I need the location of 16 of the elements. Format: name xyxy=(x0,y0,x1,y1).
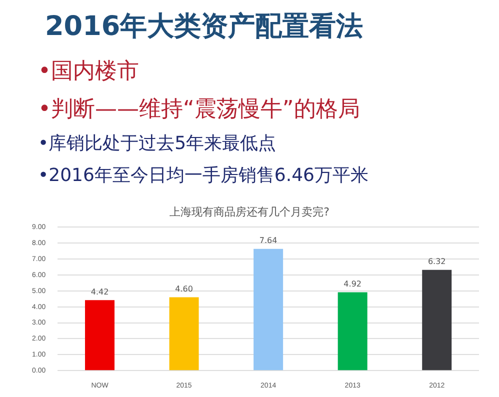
data-label: 4.60 xyxy=(175,284,193,294)
text: •2016年至今日均一手房销售6.46万平米 xyxy=(38,164,369,187)
bar xyxy=(169,297,199,370)
data-label: 6.32 xyxy=(428,256,446,266)
text: 2016年大类资产配置看法 xyxy=(45,10,364,44)
bar xyxy=(85,300,115,370)
text: •库销比处于过去5年来最低点 xyxy=(38,132,276,155)
bar xyxy=(254,248,284,370)
chart-title: 上海现有商品房还有几个月卖完? xyxy=(170,205,330,218)
data-label: 4.92 xyxy=(344,279,362,288)
bar xyxy=(422,270,452,370)
data-label: 4.42 xyxy=(90,287,109,296)
data-label: 7.64 xyxy=(259,236,278,245)
text: •国内楼市 xyxy=(38,58,139,86)
bar xyxy=(338,292,368,370)
text: •判断——维持“震荡慢牛”的格局 xyxy=(38,96,360,124)
